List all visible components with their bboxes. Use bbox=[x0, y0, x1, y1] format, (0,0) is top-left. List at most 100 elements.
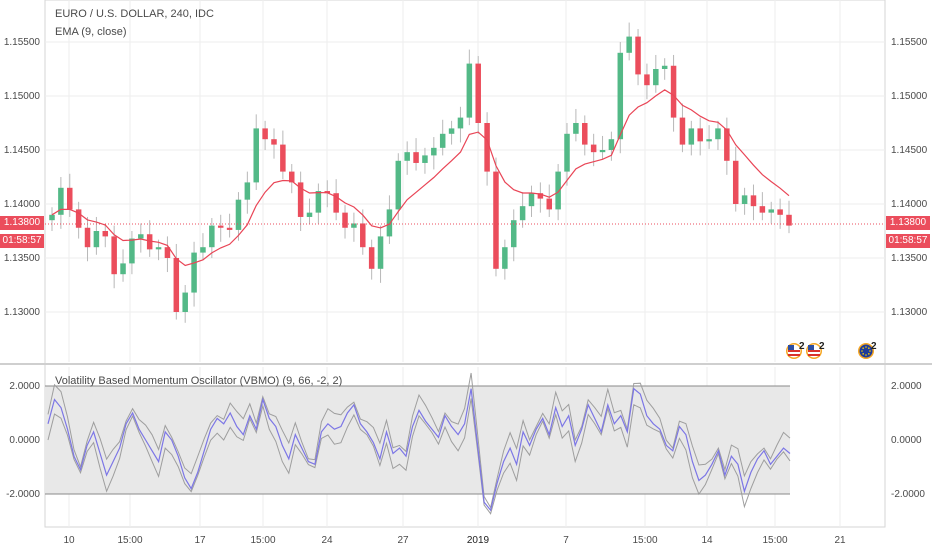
candle-down bbox=[732, 160, 739, 204]
time-tick-label: 24 bbox=[321, 535, 333, 546]
candle-down bbox=[360, 223, 366, 248]
vbmo-line bbox=[47, 387, 791, 512]
oscillator-tick-label-right: 2.0000 bbox=[891, 381, 922, 392]
candle-up bbox=[573, 123, 579, 134]
candle-up bbox=[706, 139, 712, 142]
candle-up bbox=[519, 206, 526, 221]
candle-up bbox=[457, 117, 464, 129]
candle-up bbox=[404, 152, 410, 161]
candle-down bbox=[368, 247, 375, 269]
candle-up bbox=[431, 147, 437, 156]
oscillator-tick-label-left: 2.0000 bbox=[9, 381, 40, 392]
event-count: 2 bbox=[819, 341, 825, 352]
time-tick-label: 14 bbox=[701, 535, 713, 546]
oscillator-tick-label-left: -2.0000 bbox=[6, 489, 40, 500]
candle-up bbox=[617, 52, 624, 140]
candle-up bbox=[510, 220, 517, 248]
candle-up bbox=[244, 182, 251, 200]
candle-up bbox=[715, 128, 721, 140]
candle-up bbox=[306, 212, 313, 217]
last-price-badge-right: 1.13800 bbox=[886, 216, 930, 230]
countdown-badge-left: 01:58:57 bbox=[0, 234, 44, 248]
candle-down bbox=[271, 139, 277, 145]
time-tick-label: 7 bbox=[563, 535, 569, 546]
candle-up bbox=[377, 236, 384, 269]
candle-up bbox=[395, 160, 402, 210]
candle-down bbox=[342, 212, 348, 228]
candle-up bbox=[120, 263, 126, 275]
candle-down bbox=[644, 74, 650, 86]
price-tick-label-left: 1.13500 bbox=[4, 253, 41, 264]
candle-up bbox=[599, 150, 606, 153]
candle-down bbox=[288, 171, 295, 183]
candle-up bbox=[138, 234, 144, 239]
candle-down bbox=[697, 128, 703, 142]
candle-down bbox=[262, 128, 268, 140]
time-tick-label: 15:00 bbox=[250, 535, 275, 546]
candle-up bbox=[466, 63, 473, 118]
candle-down bbox=[635, 36, 641, 75]
candle-down bbox=[724, 128, 730, 161]
candle-up bbox=[351, 223, 357, 228]
candle-up bbox=[555, 171, 561, 210]
candle-down bbox=[217, 225, 224, 228]
oscillator-band-fill bbox=[45, 386, 790, 494]
last-price-badge-left: 1.13800 bbox=[0, 216, 44, 230]
price-tick-label-left: 1.15500 bbox=[4, 37, 41, 48]
candle-up bbox=[564, 133, 570, 172]
time-tick-label: 27 bbox=[397, 535, 409, 546]
candle-down bbox=[546, 198, 553, 210]
price-tick-label-right: 1.15500 bbox=[891, 37, 928, 48]
time-tick-label: 15:00 bbox=[632, 535, 657, 546]
candle-down bbox=[537, 193, 544, 199]
price-tick-label-left: 1.13000 bbox=[4, 307, 41, 318]
candle-down bbox=[75, 209, 82, 228]
candle-up bbox=[608, 139, 615, 150]
candle-down bbox=[146, 234, 153, 250]
symbol-legend: EURO / U.S. DOLLAR, 240, IDC bbox=[55, 8, 214, 20]
price-tick-label-left: 1.14000 bbox=[4, 199, 41, 210]
time-tick-label: 15:00 bbox=[117, 535, 142, 546]
candle-up bbox=[688, 128, 695, 145]
candle-up bbox=[315, 191, 322, 213]
us-flag-event-icon: 2 bbox=[786, 341, 805, 359]
ema-legend: EMA (9, close) bbox=[55, 26, 127, 38]
candle-up bbox=[448, 128, 455, 134]
candle-up bbox=[58, 187, 64, 215]
candle-down bbox=[280, 144, 286, 172]
candle-up bbox=[200, 247, 206, 253]
oscillator-tick-label-left: 0.0000 bbox=[9, 435, 40, 446]
candle-down bbox=[173, 258, 180, 312]
candle-down bbox=[750, 195, 757, 207]
candle-up bbox=[741, 195, 748, 204]
event-count: 2 bbox=[871, 341, 877, 352]
candle-up bbox=[768, 209, 774, 213]
candle-down bbox=[777, 209, 783, 215]
candle-down bbox=[582, 123, 588, 145]
candle-up bbox=[209, 225, 215, 248]
candle-down bbox=[164, 247, 171, 258]
candle-down bbox=[493, 171, 499, 269]
time-tick-label: 21 bbox=[834, 535, 846, 546]
candle-up bbox=[626, 36, 632, 53]
candle-down bbox=[333, 193, 339, 213]
candle-up bbox=[502, 247, 508, 269]
candle-down bbox=[786, 214, 792, 226]
candle-up bbox=[386, 209, 393, 237]
candle-up bbox=[155, 247, 162, 250]
price-tick-label-right: 1.14000 bbox=[891, 199, 928, 210]
candle-down bbox=[670, 65, 677, 118]
candle-down bbox=[475, 63, 481, 123]
candle-up bbox=[528, 193, 535, 207]
countdown-badge-right: 01:58:57 bbox=[886, 234, 930, 248]
time-tick-label: 15:00 bbox=[762, 535, 787, 546]
candle-up bbox=[129, 238, 135, 264]
plot-frame bbox=[44, 0, 886, 528]
candle-down bbox=[679, 117, 686, 145]
time-tick-label: 10 bbox=[63, 535, 75, 546]
ema-line bbox=[51, 89, 790, 267]
candle-down bbox=[111, 236, 117, 275]
candle-down bbox=[226, 227, 233, 230]
